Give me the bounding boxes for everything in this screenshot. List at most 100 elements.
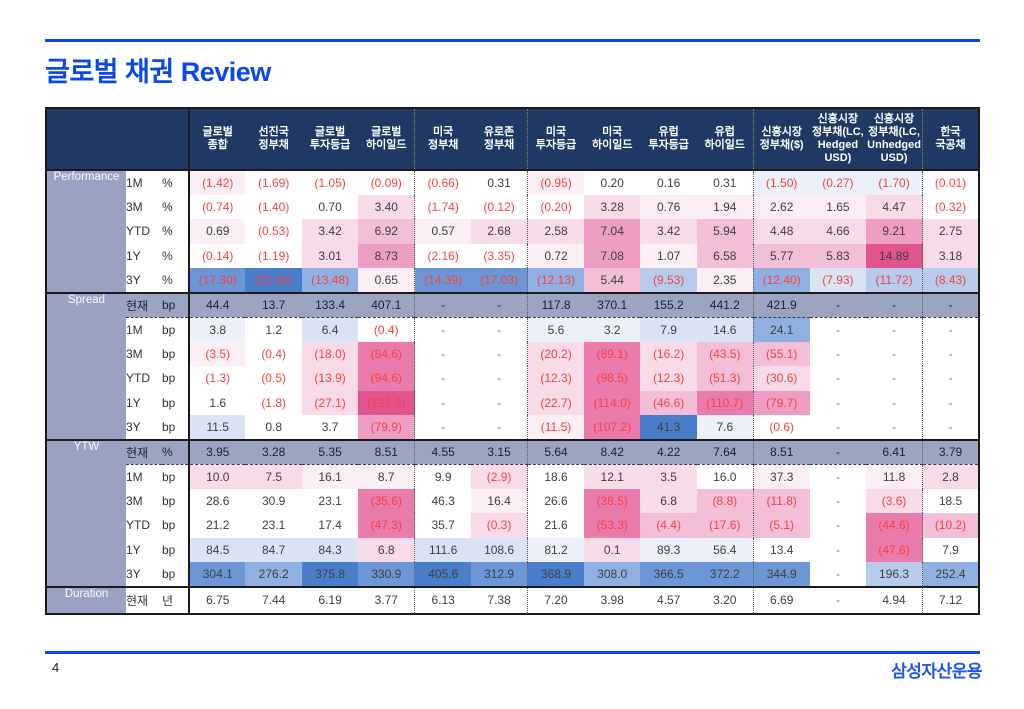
value-cell: 6.13 <box>414 585 472 614</box>
value-cell: 8.51 <box>358 438 416 465</box>
value-cell: (1.8) <box>245 390 302 415</box>
column-header: 신흥시장 정부채(LC, Unhedged USD) <box>866 108 924 171</box>
value-cell: - <box>471 366 529 391</box>
value-cell: (89.1) <box>583 341 641 366</box>
value-cell: 368.9 <box>527 562 584 587</box>
value-cell: (2.9) <box>471 464 529 489</box>
value-cell: - <box>471 317 529 342</box>
column-header: 선진국 정부채 <box>245 108 302 171</box>
value-cell: (17.03) <box>471 268 529 293</box>
bond-review-table: 글로벌 종합 선진국 정부채 글로벌 투자등급 글로벌 하이일드 미국 정부채 유로존 정… <box>45 107 980 615</box>
value-cell: (43.5) <box>696 341 754 366</box>
value-cell: (2.16) <box>414 243 472 268</box>
value-cell: 18.5 <box>922 488 979 513</box>
value-cell: 4.57 <box>640 585 697 614</box>
value-cell: (22.7) <box>527 390 584 415</box>
unit-label: % <box>162 219 191 244</box>
value-cell: 21.6 <box>527 513 584 538</box>
value-cell: 3.7 <box>301 415 359 440</box>
value-cell: 6.19 <box>301 585 359 614</box>
value-cell: (35.6) <box>358 488 416 513</box>
value-cell: (0.4) <box>245 341 302 366</box>
value-cell: 0.69 <box>189 219 246 244</box>
value-cell: 6.41 <box>866 438 924 465</box>
value-cell: (17.30) <box>189 268 246 293</box>
value-cell: - <box>414 390 472 415</box>
value-cell: - <box>922 366 979 391</box>
column-header: 신흥시장 정부채($) <box>753 108 810 171</box>
value-cell: (1.40) <box>245 194 302 219</box>
unit-label: bp <box>162 366 191 391</box>
value-cell: 3.28 <box>245 438 302 465</box>
value-cell: 5.83 <box>809 243 867 268</box>
value-cell: 13.4 <box>753 537 810 562</box>
value-cell: 312.9 <box>471 562 529 587</box>
value-cell: 5.94 <box>696 219 754 244</box>
value-cell: 0.31 <box>471 170 529 195</box>
value-cell: 56.4 <box>696 537 754 562</box>
value-cell: 7.6 <box>696 415 754 440</box>
bottom-divider-rule <box>45 651 980 654</box>
value-cell: (0.5) <box>245 366 302 391</box>
value-cell: 1.6 <box>189 390 246 415</box>
value-cell: - <box>809 438 867 465</box>
company-logo: 삼성자산운용 <box>891 662 982 681</box>
value-cell: 6.8 <box>640 488 697 513</box>
value-cell: 330.9 <box>358 562 416 587</box>
value-cell: 23.1 <box>245 513 302 538</box>
value-cell: 0.1 <box>583 537 641 562</box>
value-cell: 3.77 <box>358 585 416 614</box>
period-label: YTD <box>126 513 162 538</box>
value-cell: (84.6) <box>358 341 416 366</box>
table-row: 3M% (0.74) (1.40) 0.70 3.40 (1.74) (0.12) (0.20… <box>46 194 979 219</box>
value-cell: 0.65 <box>358 268 416 293</box>
value-cell: - <box>471 341 529 366</box>
value-cell: 3.01 <box>301 243 359 268</box>
value-cell: 18.6 <box>527 464 584 489</box>
value-cell: (79.9) <box>358 415 416 440</box>
value-cell: - <box>866 390 924 415</box>
value-cell: 6.4 <box>301 317 359 342</box>
value-cell: 89.3 <box>640 537 697 562</box>
value-cell: 4.22 <box>640 438 697 465</box>
value-cell: 30.9 <box>245 488 302 513</box>
period-label: 3M <box>126 194 162 219</box>
unit-label: % <box>162 438 191 465</box>
value-cell: 84.3 <box>301 537 359 562</box>
table-row: YTD bp (1.3) (0.5) (13.9) (94.6) - - (12.3) (98.5… <box>46 366 979 391</box>
period-label: 1M <box>126 464 162 489</box>
value-cell: - <box>471 415 529 440</box>
value-cell: - <box>809 464 867 489</box>
period-label: 3M <box>126 341 162 366</box>
value-cell: (1.69) <box>245 170 302 195</box>
value-cell: 3.42 <box>640 219 697 244</box>
value-cell: - <box>414 366 472 391</box>
value-cell: 3.18 <box>922 243 979 268</box>
value-cell: (14.39) <box>414 268 472 293</box>
period-label: 3Y <box>126 268 162 293</box>
value-cell: 7.64 <box>696 438 754 465</box>
value-cell: - <box>809 291 867 318</box>
unit-label: bp <box>162 537 191 562</box>
value-cell: 252.4 <box>922 562 979 587</box>
value-cell: 375.8 <box>301 562 359 587</box>
value-cell: (12.3) <box>640 366 697 391</box>
value-cell: - <box>922 317 979 342</box>
value-cell: (1.42) <box>189 170 246 195</box>
column-header: 글로벌 하이일드 <box>358 108 416 171</box>
unit-label: 년 <box>162 585 191 614</box>
value-cell: - <box>414 341 472 366</box>
period-label: YTD <box>126 219 162 244</box>
value-cell: (27.1) <box>301 390 359 415</box>
value-cell: (1.74) <box>414 194 472 219</box>
value-cell: (46.6) <box>640 390 697 415</box>
value-cell: 14.6 <box>696 317 754 342</box>
value-cell: (44.6) <box>866 513 924 538</box>
value-cell: 11.5 <box>189 415 246 440</box>
value-cell: 1.07 <box>640 243 697 268</box>
value-cell: (3.35) <box>471 243 529 268</box>
value-cell: 5.77 <box>753 243 810 268</box>
section-label: Duration <box>46 585 126 614</box>
column-header: 유럽 하이일드 <box>696 108 754 171</box>
value-cell: - <box>809 390 867 415</box>
